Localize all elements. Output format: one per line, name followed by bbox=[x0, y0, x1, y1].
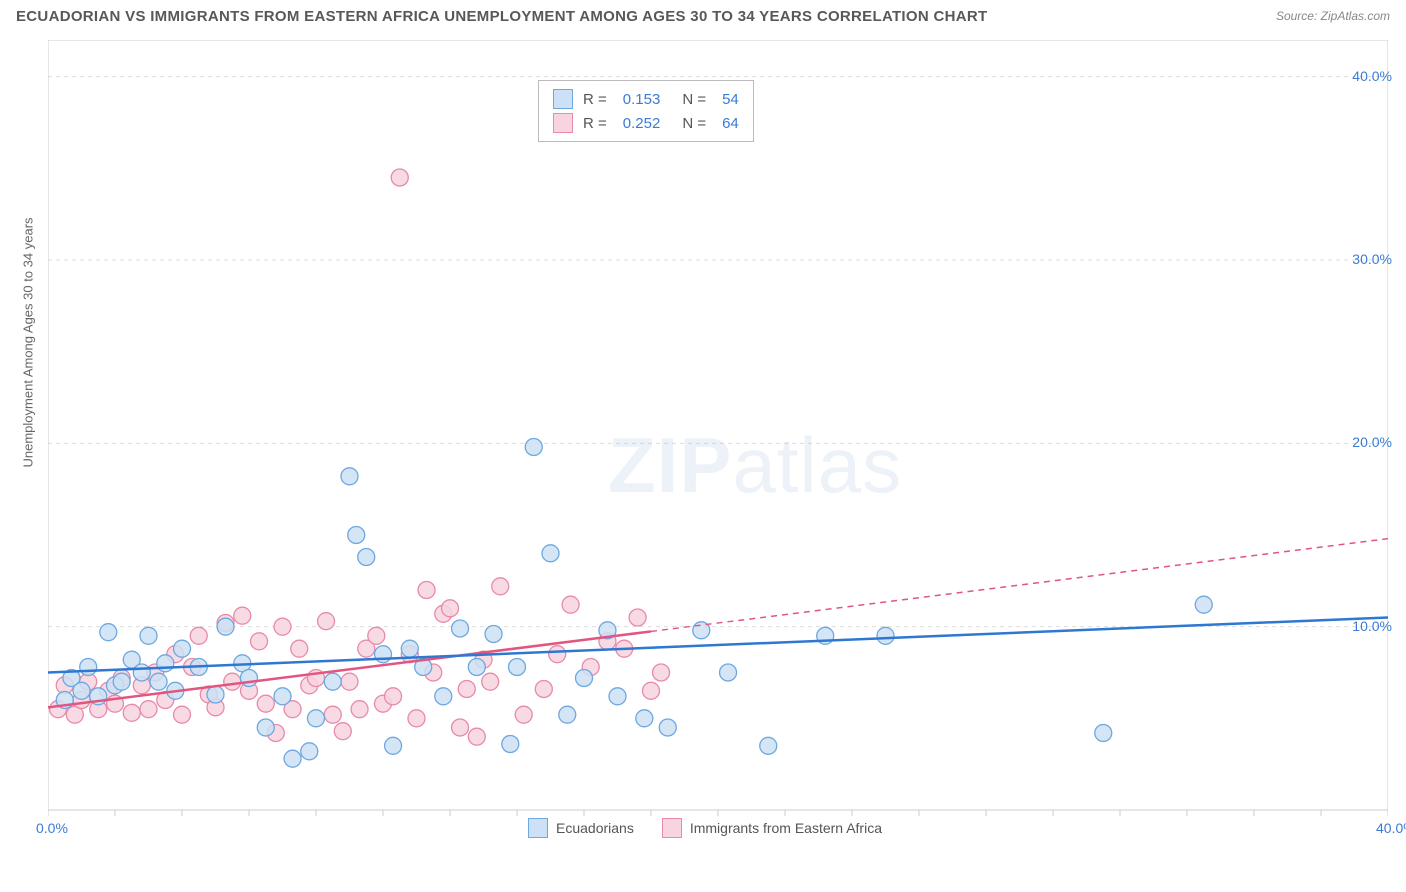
stats-legend-box: R =0.153 N =54 R =0.252 N =64 bbox=[538, 80, 754, 142]
legend-item-ecuadorians: Ecuadorians bbox=[528, 818, 634, 838]
source-attribution: Source: ZipAtlas.com bbox=[1276, 9, 1390, 23]
legend-swatch-eastern-africa-icon bbox=[662, 818, 682, 838]
y-tick-label: 30.0% bbox=[1352, 251, 1392, 267]
y-tick-label: 20.0% bbox=[1352, 434, 1392, 450]
y-tick-label: 10.0% bbox=[1352, 618, 1392, 634]
y-tick-label: 40.0% bbox=[1352, 68, 1392, 84]
y-axis-label: Unemployment Among Ages 30 to 34 years bbox=[21, 217, 36, 467]
legend-swatch-eastern-africa bbox=[553, 113, 573, 133]
legend-swatch-ecuadorians-icon bbox=[528, 818, 548, 838]
chart-title: ECUADORIAN VS IMMIGRANTS FROM EASTERN AF… bbox=[16, 8, 987, 25]
stats-row-ecuadorians: R =0.153 N =54 bbox=[553, 87, 739, 111]
x-tick-label: 40.0% bbox=[1376, 820, 1406, 836]
x-tick-label: 0.0% bbox=[36, 820, 68, 836]
chart-area: Unemployment Among Ages 30 to 34 years Z… bbox=[48, 40, 1388, 840]
scatter-plot-svg bbox=[48, 40, 1388, 840]
legend-swatch-ecuadorians bbox=[553, 89, 573, 109]
stats-row-eastern-africa: R =0.252 N =64 bbox=[553, 111, 739, 135]
series-legend: Ecuadorians Immigrants from Eastern Afri… bbox=[528, 818, 882, 838]
legend-item-eastern-africa: Immigrants from Eastern Africa bbox=[662, 818, 882, 838]
